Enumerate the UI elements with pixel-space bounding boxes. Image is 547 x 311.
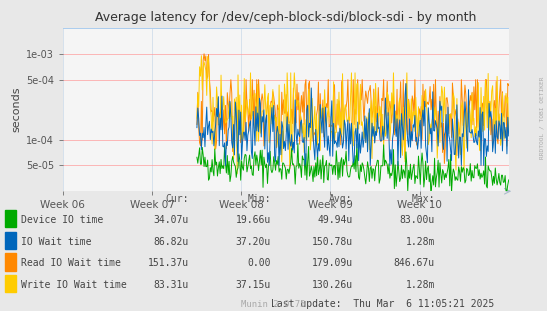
- Text: 37.20u: 37.20u: [236, 237, 271, 247]
- Text: RRDTOOL / TOBI OETIKER: RRDTOOL / TOBI OETIKER: [539, 77, 544, 160]
- Text: 1.28m: 1.28m: [405, 237, 435, 247]
- Text: 86.82u: 86.82u: [154, 237, 189, 247]
- Text: 49.94u: 49.94u: [318, 215, 353, 225]
- Text: Device IO time: Device IO time: [21, 215, 103, 225]
- Text: Min:: Min:: [247, 194, 271, 204]
- Text: 151.37u: 151.37u: [148, 258, 189, 268]
- Text: 19.66u: 19.66u: [236, 215, 271, 225]
- Text: Max:: Max:: [411, 194, 435, 204]
- Text: Read IO Wait time: Read IO Wait time: [21, 258, 121, 268]
- Text: 0.00: 0.00: [247, 258, 271, 268]
- Text: Munin 2.0.75: Munin 2.0.75: [241, 300, 306, 309]
- Text: 150.78u: 150.78u: [312, 237, 353, 247]
- Text: 1.28m: 1.28m: [405, 280, 435, 290]
- Text: Cur:: Cur:: [165, 194, 189, 204]
- Text: 846.67u: 846.67u: [394, 258, 435, 268]
- Title: Average latency for /dev/ceph-block-sdi/block-sdi - by month: Average latency for /dev/ceph-block-sdi/…: [95, 11, 476, 24]
- Text: 179.09u: 179.09u: [312, 258, 353, 268]
- Text: 130.26u: 130.26u: [312, 280, 353, 290]
- Text: Write IO Wait time: Write IO Wait time: [21, 280, 126, 290]
- Text: 37.15u: 37.15u: [236, 280, 271, 290]
- Text: 34.07u: 34.07u: [154, 215, 189, 225]
- Y-axis label: seconds: seconds: [11, 87, 21, 132]
- Text: Avg:: Avg:: [329, 194, 353, 204]
- Text: 83.00u: 83.00u: [400, 215, 435, 225]
- Text: IO Wait time: IO Wait time: [21, 237, 91, 247]
- Text: 83.31u: 83.31u: [154, 280, 189, 290]
- Text: Last update:  Thu Mar  6 11:05:21 2025: Last update: Thu Mar 6 11:05:21 2025: [271, 299, 494, 309]
